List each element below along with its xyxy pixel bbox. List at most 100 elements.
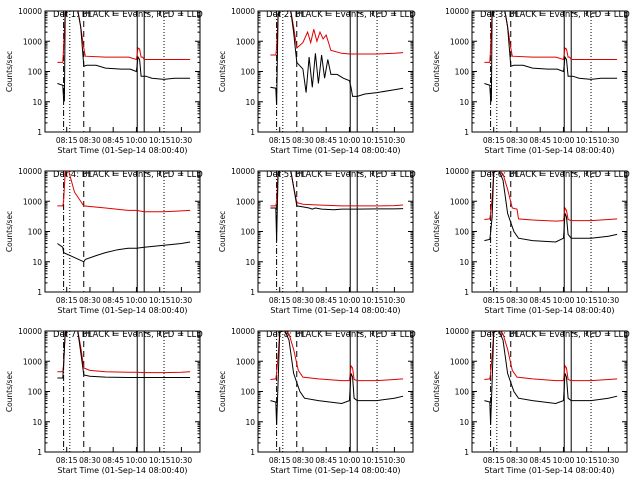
x-tick-label: 10:00: [553, 296, 575, 305]
x-tick-label: 08:15: [483, 456, 505, 465]
y-tick-label: 10000: [445, 327, 469, 336]
x-tick-label: 10:00: [553, 456, 575, 465]
plot-frame: [44, 330, 201, 453]
y-tick-label: 1000: [450, 37, 469, 46]
plot-area: [270, 171, 404, 241]
y-tick-label: 10: [32, 258, 42, 267]
x-tick-label: 10:15: [149, 296, 171, 305]
x-tick-label: 08:15: [56, 136, 78, 145]
x-tick-label: 10:15: [362, 296, 384, 305]
y-tick-label: 1000: [23, 197, 42, 206]
y-tick-label: 10000: [231, 327, 255, 336]
y-tick-label: 1: [464, 128, 469, 137]
lld-series-line: [57, 171, 191, 213]
y-axis-label: Counts/sec: [5, 211, 14, 252]
x-axis-label: Start Time (01-Sep-14 08:00:40): [270, 306, 400, 315]
x-tick-label: 08:15: [269, 456, 291, 465]
x-tick-label: 08:15: [483, 136, 505, 145]
x-tick-label: 08:15: [269, 296, 291, 305]
panel-3: Det 3: BLACK = Events, RED = LLD 1 10 100 10…: [432, 7, 630, 155]
y-tick-label: 10000: [18, 167, 42, 176]
y-tick-label: 100: [28, 388, 43, 397]
x-axis-label: Start Time (01-Sep-14 08:00:40): [484, 146, 614, 155]
y-tick-label: 1: [464, 288, 469, 297]
x-tick-label: 10:00: [126, 136, 148, 145]
panel-2: Det 2: BLACK = Events, RED = LLD 1 10 100 10…: [218, 7, 416, 155]
y-tick-label: 100: [241, 68, 256, 77]
x-tick-label: 08:45: [529, 136, 551, 145]
x-tick-label: 08:45: [102, 296, 124, 305]
x-tick-label: 10:15: [149, 136, 171, 145]
x-axis-label: Start Time (01-Sep-14 08:00:40): [57, 466, 187, 475]
events-series-line: [57, 331, 191, 379]
x-tick-label: 08:15: [483, 296, 505, 305]
plot-area: [57, 331, 191, 379]
plot-area: [270, 11, 404, 105]
panel-7: Det 7: BLACK = Events, RED = LLD 1 10 100 10…: [5, 327, 203, 475]
panel-4: Det 4: BLACK = Events, RED = LLD 1 10 100 10…: [5, 167, 203, 315]
plot-frame: [471, 10, 628, 133]
plot-area: [270, 331, 404, 425]
y-tick-label: 10000: [445, 7, 469, 16]
events-series-line: [270, 11, 404, 105]
panel-5: Det 5: BLACK = Events, RED = LLD 1 10 100 10…: [218, 167, 416, 315]
plot-frame: [471, 330, 628, 453]
x-tick-label: 10:15: [149, 456, 171, 465]
x-tick-label: 08:30: [506, 296, 528, 305]
x-tick-label: 08:45: [529, 456, 551, 465]
x-tick-label: 10:15: [576, 296, 598, 305]
panel-6: Det 6: BLACK = Events, RED = LLD 1 10 100 10…: [432, 167, 630, 315]
x-tick-label: 08:30: [292, 136, 314, 145]
y-tick-label: 1: [37, 288, 42, 297]
x-tick-label: 08:15: [56, 456, 78, 465]
plot-frame: [257, 330, 414, 453]
x-tick-label: 08:30: [292, 456, 314, 465]
panel-9: Det 9: BLACK = Events, RED = LLD 1 10 100 10…: [432, 327, 630, 475]
y-tick-label: 1: [250, 288, 255, 297]
plot-frame: [257, 10, 414, 133]
y-tick-label: 1000: [23, 357, 42, 366]
y-tick-label: 100: [28, 228, 43, 237]
y-tick-label: 1: [37, 448, 42, 457]
y-tick-label: 1000: [236, 197, 255, 206]
panel-title: Det 9: BLACK = Events, RED = LLD: [480, 330, 630, 340]
x-tick-label: 10:15: [362, 456, 384, 465]
events-series-line: [57, 11, 191, 103]
x-axis-label: Start Time (01-Sep-14 08:00:40): [484, 306, 614, 315]
plot-area: [484, 11, 618, 103]
y-tick-label: 1000: [236, 37, 255, 46]
y-tick-label: 100: [28, 68, 43, 77]
y-tick-label: 10: [245, 98, 255, 107]
plot-frame: [44, 10, 201, 133]
y-tick-label: 1: [250, 128, 255, 137]
x-tick-label: 08:30: [79, 456, 101, 465]
x-axis-label: Start Time (01-Sep-14 08:00:40): [57, 146, 187, 155]
plot-area: [484, 171, 618, 243]
y-tick-label: 10000: [445, 167, 469, 176]
y-tick-label: 100: [455, 388, 470, 397]
x-tick-label: 10:30: [598, 136, 620, 145]
y-tick-label: 10: [245, 418, 255, 427]
x-tick-label: 10:00: [553, 136, 575, 145]
y-tick-label: 1: [37, 128, 42, 137]
plot-frame: [44, 170, 201, 293]
plot-area: [484, 331, 618, 425]
y-tick-label: 10000: [231, 167, 255, 176]
x-tick-label: 10:00: [339, 456, 361, 465]
y-axis-label: Counts/sec: [5, 51, 14, 92]
x-tick-label: 08:30: [292, 296, 314, 305]
panel-title: Det 2: BLACK = Events, RED = LLD: [266, 10, 416, 20]
x-tick-label: 10:15: [576, 136, 598, 145]
events-series-line: [270, 171, 404, 241]
x-tick-label: 08:45: [315, 456, 337, 465]
x-tick-label: 10:30: [384, 296, 406, 305]
x-tick-label: 08:15: [269, 136, 291, 145]
x-tick-label: 10:15: [362, 136, 384, 145]
x-tick-label: 10:30: [171, 136, 193, 145]
x-tick-label: 08:30: [79, 296, 101, 305]
plot-frame: [257, 170, 414, 293]
y-tick-label: 1: [250, 448, 255, 457]
plot-area: [57, 171, 191, 263]
x-tick-label: 08:45: [102, 136, 124, 145]
y-tick-label: 10000: [18, 7, 42, 16]
